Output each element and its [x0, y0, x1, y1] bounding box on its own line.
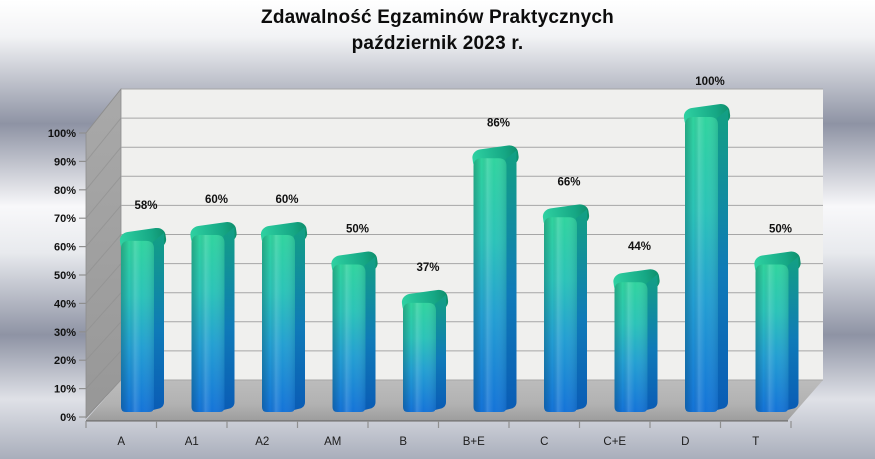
bar-value-label: 60%: [275, 194, 298, 206]
bar-side-face: [505, 150, 517, 411]
x-axis-label: C: [540, 436, 548, 448]
y-axis-label: 10%: [54, 384, 76, 396]
bar-side-face: [646, 274, 658, 410]
bar-side-face: [223, 227, 235, 410]
bar-front-shading: [403, 302, 436, 412]
bar-value-label: 86%: [487, 117, 510, 129]
bar-D: [683, 104, 731, 412]
y-axis-label: 60%: [54, 242, 76, 254]
bar-front-shading: [614, 282, 648, 412]
bar-value-label: 37%: [416, 262, 439, 274]
y-axis-label: 40%: [54, 298, 76, 310]
bar-front-shading: [191, 235, 225, 412]
bar-front-shading: [332, 264, 366, 412]
wall-gridline: [85, 175, 122, 219]
y-axis-label: 0%: [60, 412, 76, 424]
y-axis-label: 70%: [54, 213, 76, 225]
wall-gridline: [85, 263, 122, 304]
bar-B+E: [472, 145, 519, 412]
bar-side-face: [717, 109, 728, 410]
x-axis-label: A2: [255, 436, 269, 448]
wall-gridline: [85, 350, 122, 389]
bar-side-face: [576, 209, 587, 410]
y-axis-label: 30%: [54, 327, 76, 339]
wall-gridline: [85, 379, 122, 418]
bar-C: [542, 204, 590, 412]
bar-front-shading: [473, 158, 507, 412]
bar-front-shading: [755, 264, 789, 412]
wall-gridline: [85, 234, 122, 276]
x-axis-label: T: [752, 436, 759, 448]
y-axis-label: 20%: [54, 355, 76, 367]
bar-T: [754, 251, 801, 412]
chart-title-block: Zdawalność Egzaminów Praktycznych paździ…: [0, 5, 875, 57]
x-axis-label: A1: [185, 436, 199, 448]
x-axis-label: C+E: [603, 436, 626, 448]
wall-gridline: [85, 88, 122, 134]
chart-title: Zdawalność Egzaminów Praktycznych: [261, 7, 614, 28]
left-wall: [85, 87, 122, 420]
x-axis-label: B: [399, 436, 407, 448]
wall-gridline: [85, 117, 122, 162]
y-axis-label: 100%: [48, 128, 76, 140]
bar-front-shading: [262, 235, 295, 412]
bar-A: [119, 227, 167, 412]
bar-front-shading: [121, 240, 154, 412]
bar-side-face: [153, 232, 164, 410]
bar-value-label: 44%: [628, 241, 651, 253]
y-axis-label: 90%: [54, 156, 76, 168]
bar-A1: [190, 222, 237, 412]
bar-front-shading: [685, 117, 718, 412]
bar-A2: [260, 222, 308, 412]
bar-C+E: [613, 269, 660, 412]
x-axis-label: A: [117, 436, 125, 448]
y-axis-label: 50%: [54, 270, 76, 282]
x-axis-label: AM: [324, 436, 341, 448]
bar-value-label: 50%: [346, 224, 369, 236]
bar-value-label: 100%: [695, 76, 724, 88]
wall-gridline: [85, 321, 122, 361]
bar-value-label: 60%: [205, 194, 228, 206]
wall-gridline: [85, 292, 122, 333]
y-axis-label: 80%: [54, 185, 76, 197]
bar-AM: [331, 251, 378, 412]
bar-B: [401, 289, 449, 412]
wall-gridline: [85, 205, 122, 247]
bar-side-face: [364, 256, 376, 410]
bar-side-face: [787, 256, 799, 410]
bar-value-label: 50%: [769, 224, 792, 236]
chart-subtitle: październik 2023 r.: [351, 33, 524, 54]
bar-side-face: [294, 227, 305, 410]
wall-gridline: [85, 146, 122, 191]
x-axis-label: B+E: [463, 436, 485, 448]
bar-value-label: 66%: [557, 176, 580, 188]
bar-value-label: 58%: [134, 200, 157, 212]
x-axis-label: D: [681, 436, 689, 448]
bar-side-face: [435, 294, 446, 410]
bar-front-shading: [544, 217, 577, 412]
